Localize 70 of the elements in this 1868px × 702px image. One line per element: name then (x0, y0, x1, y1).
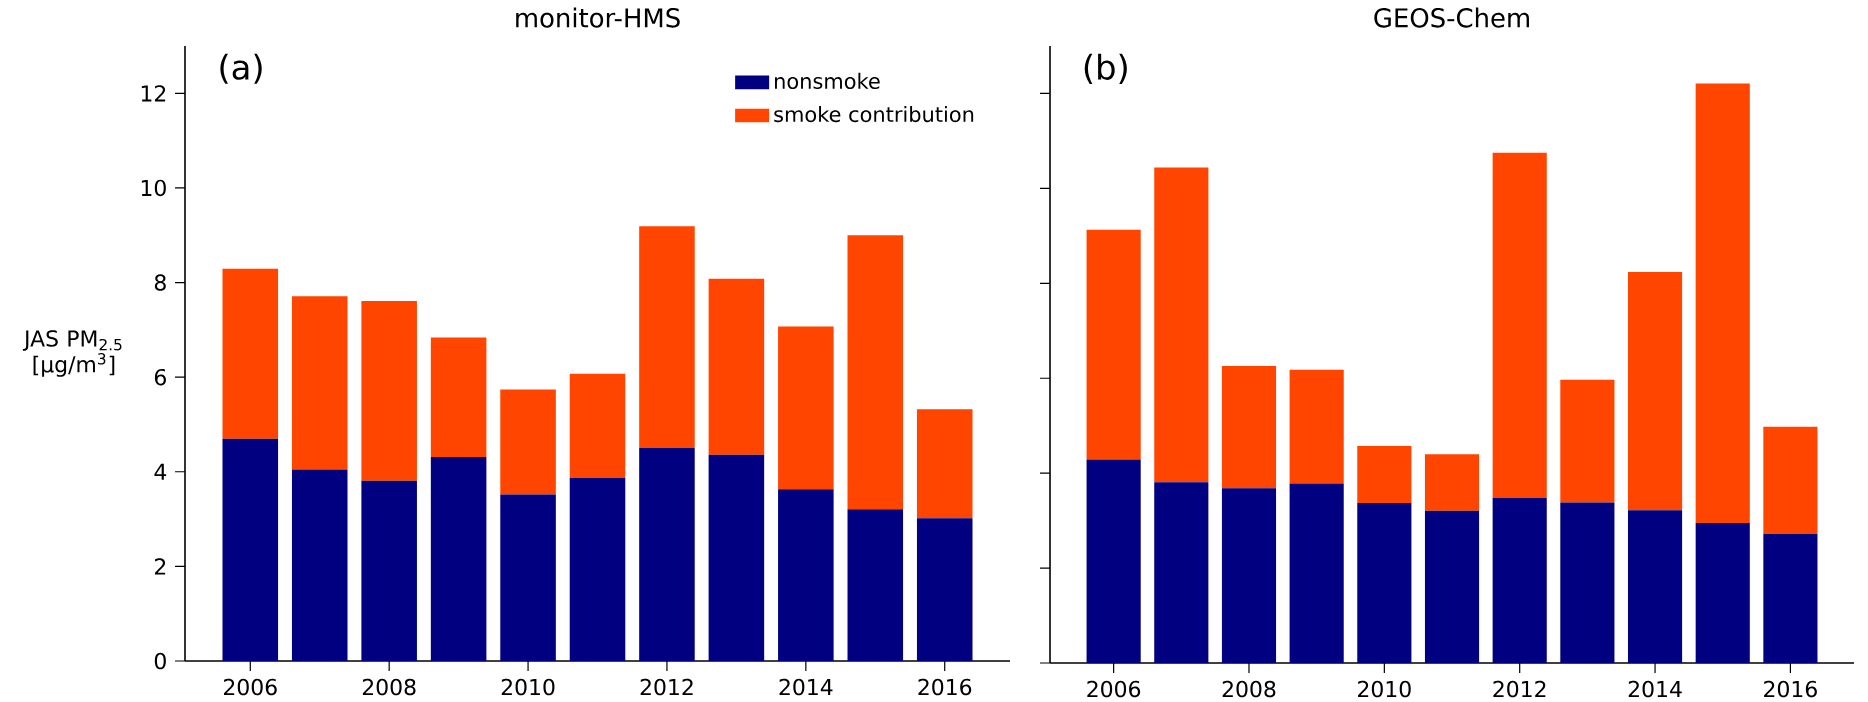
chart-title: GEOS-Chem (1374, 7, 1529, 28)
y-tick-label: 6 (154, 368, 166, 386)
bar (1154, 167, 1209, 483)
x-tick-label: 2016 (918, 678, 972, 696)
y-tick-label: 12 (141, 85, 166, 102)
x-tick-label: 2014 (1628, 680, 1682, 698)
bar (1560, 379, 1615, 503)
bar (1695, 522, 1750, 663)
bar (569, 477, 626, 661)
bar (778, 489, 834, 661)
y-tick-label: 8 (154, 274, 166, 291)
bar (291, 296, 348, 470)
x-tick-label: 2014 (779, 678, 833, 696)
bar (1763, 533, 1818, 663)
x-tick-label: 2006 (223, 678, 277, 696)
bar (1289, 483, 1344, 663)
y-tick-label: 4 (154, 463, 167, 480)
bar (1424, 454, 1480, 511)
bar (569, 373, 626, 478)
bar (847, 509, 904, 661)
bar (778, 326, 834, 490)
x-tick-label: 2016 (1764, 680, 1817, 698)
bar (916, 409, 973, 519)
annotation: (b) (1084, 53, 1127, 84)
bar (847, 235, 904, 510)
bar (361, 300, 417, 481)
x-tick-label: 2012 (640, 678, 693, 696)
bar (916, 518, 973, 661)
bar (500, 389, 556, 495)
y-axis-title: JAS PM$_{2.5}$ [μg/m$^{3}$] (22, 330, 122, 377)
bar (1289, 369, 1344, 484)
bar (1492, 497, 1547, 663)
bar (1492, 152, 1547, 498)
bar (1424, 510, 1480, 663)
bar (222, 438, 279, 661)
x-tick-label: 2012 (1493, 680, 1546, 698)
y-tick-label: 2 (154, 558, 166, 575)
bar (1627, 271, 1683, 511)
bar (1695, 83, 1750, 523)
bar (639, 226, 695, 448)
bar (708, 454, 765, 661)
bar (1627, 510, 1683, 663)
x-tick-label: 2006 (1087, 680, 1141, 698)
bar (639, 447, 695, 661)
bar (291, 469, 348, 661)
bar (1357, 503, 1412, 663)
bar (1086, 229, 1141, 460)
x-tick-label: 2008 (1222, 680, 1276, 698)
bar (1086, 459, 1141, 663)
x-tick-label: 2010 (1358, 680, 1411, 698)
bar (430, 457, 487, 661)
legend-label: nonsmoke (775, 72, 880, 89)
bar (222, 268, 279, 439)
chart-title: monitor-HMS (516, 7, 680, 28)
x-tick-label: 2010 (501, 678, 555, 696)
bar (1221, 365, 1277, 489)
x-tick-label: 2008 (362, 678, 416, 696)
bar (1763, 426, 1818, 534)
bar (1560, 502, 1615, 663)
legend-label: smoke contribution (774, 105, 974, 123)
bar (1154, 482, 1209, 663)
y-tick-label: 10 (141, 179, 166, 197)
annotation: (a) (220, 53, 262, 84)
bar (430, 337, 487, 458)
bar (708, 278, 765, 455)
y-tick-label: 0 (154, 652, 166, 670)
bar (361, 480, 417, 661)
bar (500, 494, 556, 661)
bar (1221, 488, 1277, 663)
bar (1357, 446, 1412, 504)
